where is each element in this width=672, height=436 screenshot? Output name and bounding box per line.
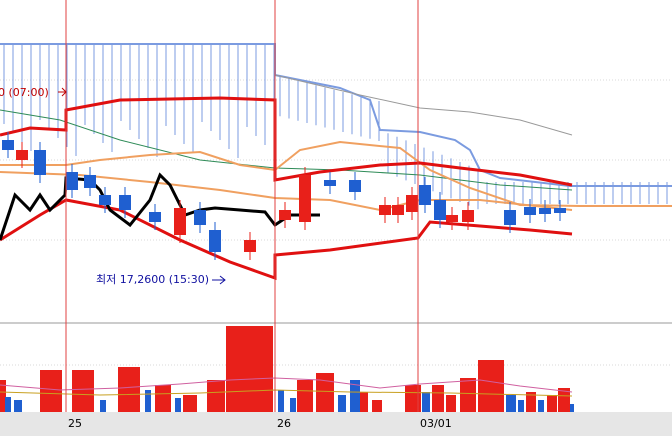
volume-ma — [0, 377, 573, 393]
candle-body — [379, 205, 391, 215]
volume-bar — [207, 380, 225, 412]
candle-body — [2, 140, 14, 150]
candle-body — [244, 240, 256, 252]
candle-body — [99, 195, 111, 205]
volume-bar — [460, 378, 476, 412]
candle-body — [324, 180, 336, 186]
orange-line — [0, 140, 672, 207]
candle-body — [149, 212, 161, 222]
volume-bar — [278, 390, 284, 412]
volume-bar — [422, 392, 430, 412]
low-arrow — [212, 275, 226, 285]
volume-bar — [226, 326, 273, 412]
volume-bar — [145, 390, 151, 412]
candle-body — [462, 210, 474, 222]
candle-body — [299, 175, 311, 222]
x-tick-label: 25 — [68, 417, 82, 430]
candle-body — [16, 150, 28, 160]
volume-bar — [297, 380, 313, 412]
volume-bar — [526, 392, 536, 412]
volume-bar — [478, 360, 504, 412]
volume-bar — [338, 395, 346, 412]
volume-bar — [40, 370, 62, 412]
volume-bar — [183, 395, 197, 412]
volume-bar — [372, 400, 382, 412]
volume-bar — [316, 373, 334, 412]
gray-line — [274, 74, 573, 136]
x-tick-label: 26 — [277, 417, 291, 430]
volume-bar — [446, 395, 456, 412]
volume-bar — [360, 392, 368, 412]
volume-bar — [506, 395, 516, 412]
volume-bar — [432, 385, 444, 412]
candle-body — [209, 230, 221, 252]
candle-body — [434, 200, 446, 220]
volume-bar — [290, 398, 296, 412]
volume-bar — [570, 404, 574, 412]
candle-body — [406, 195, 418, 212]
day-dividers — [65, 0, 419, 412]
candle-body — [446, 215, 458, 222]
candle-body — [539, 208, 551, 214]
candle-body — [524, 207, 536, 215]
candles — [2, 132, 566, 260]
volume-bar — [0, 380, 6, 412]
volume-bar — [558, 388, 570, 412]
volume-bars — [0, 326, 574, 412]
volume-bar — [538, 400, 544, 412]
candle-body — [419, 185, 431, 205]
x-tick-label: 03/01 — [420, 417, 452, 430]
volume-bar — [118, 367, 140, 412]
volume-bar — [350, 380, 360, 412]
volume-bar — [405, 385, 421, 412]
x-axis-bar — [0, 412, 672, 436]
volume-bar — [100, 400, 106, 412]
candle-body — [174, 208, 186, 235]
high-marker: 0 (07:00) — [0, 86, 49, 99]
volume-bar — [14, 400, 22, 412]
volume-bar — [72, 370, 94, 412]
candle-body — [392, 205, 404, 215]
price-line — [0, 172, 320, 241]
volume-bar — [5, 397, 11, 412]
low-marker: 최저 17,2600 (15:30) — [96, 273, 209, 286]
candle-body — [194, 210, 206, 225]
candle-body — [554, 208, 566, 213]
volume-bar — [518, 400, 524, 412]
volume-bar — [155, 385, 171, 412]
candle-body — [66, 172, 78, 190]
high-arrow — [58, 87, 67, 97]
candle-body — [34, 150, 46, 175]
candle-body — [84, 175, 96, 188]
candle-body — [349, 180, 361, 192]
volume-bar — [175, 398, 181, 412]
candle-body — [119, 195, 131, 210]
volume-bar — [547, 395, 557, 412]
cloud-hatch — [3, 44, 668, 210]
candle-body — [504, 210, 516, 225]
candle-body — [279, 210, 291, 220]
